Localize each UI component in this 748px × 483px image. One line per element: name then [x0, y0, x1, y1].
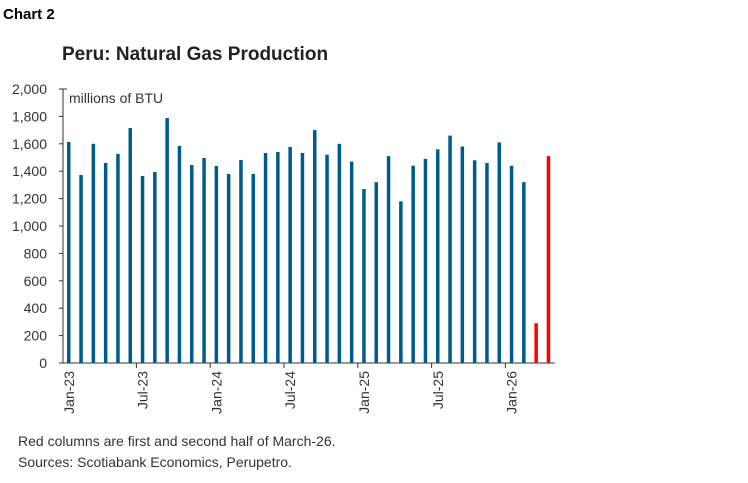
bar — [239, 159, 243, 363]
bar — [165, 118, 169, 363]
sources-note: Sources: Scotiabank Economics, Perupetro… — [18, 454, 292, 470]
bar — [177, 145, 182, 363]
bar — [534, 323, 538, 363]
y-tick-label: 1,200 — [12, 191, 47, 207]
bar — [190, 165, 194, 363]
bar — [325, 154, 329, 363]
bar — [448, 135, 452, 363]
bar — [153, 172, 157, 363]
footnote: Red columns are first and second half of… — [18, 433, 336, 449]
bar — [349, 161, 354, 363]
bar — [522, 182, 526, 363]
bar — [497, 142, 501, 363]
bar — [263, 152, 268, 363]
y-tick-label: 800 — [24, 245, 48, 261]
bar — [91, 143, 96, 363]
bar — [362, 189, 366, 363]
bar — [300, 152, 305, 363]
chart-title: Peru: Natural Gas Production — [62, 44, 329, 65]
bar — [128, 128, 132, 363]
chart-label: Chart 2 — [3, 6, 55, 23]
bar — [472, 160, 477, 363]
bar — [251, 173, 255, 363]
x-tick-label: Jul-23 — [135, 371, 151, 409]
bar — [546, 156, 551, 363]
bar — [202, 158, 206, 363]
y-tick-label: 1,000 — [12, 218, 47, 234]
bar — [140, 175, 145, 363]
y-tick-label: 600 — [24, 273, 48, 289]
bar — [67, 142, 71, 363]
y-axis-label: millions of BTU — [69, 90, 163, 106]
x-tick-label: Jul-25 — [430, 371, 446, 409]
y-tick-label: 2,000 — [12, 81, 47, 97]
y-tick-label: 1,400 — [12, 163, 47, 179]
bar — [226, 173, 231, 363]
x-tick-label: Jul-24 — [282, 371, 298, 409]
bar — [411, 165, 415, 363]
bar — [276, 152, 280, 363]
bar — [313, 130, 317, 363]
bar — [423, 158, 428, 363]
bar — [288, 146, 292, 363]
y-tick-label: 1,600 — [12, 136, 47, 152]
bar — [214, 165, 219, 363]
bar — [374, 182, 378, 363]
x-tick-label: Jan-24 — [208, 371, 224, 414]
y-tick-label: 200 — [24, 328, 48, 344]
bar — [337, 143, 342, 363]
y-tick-label: 0 — [39, 355, 47, 371]
x-tick-label: Jan-25 — [356, 371, 372, 414]
x-tick-label: Jan-26 — [504, 371, 520, 414]
bar — [386, 156, 391, 363]
y-tick-label: 1,800 — [12, 108, 47, 124]
x-tick-label: Jan-23 — [61, 371, 77, 414]
bar — [460, 146, 465, 363]
bar — [116, 153, 120, 363]
bar — [485, 162, 489, 363]
bar — [509, 165, 514, 363]
bar — [103, 162, 108, 363]
bar — [399, 201, 403, 363]
y-tick-label: 400 — [24, 300, 48, 316]
bar — [436, 149, 440, 363]
bar — [79, 175, 83, 363]
